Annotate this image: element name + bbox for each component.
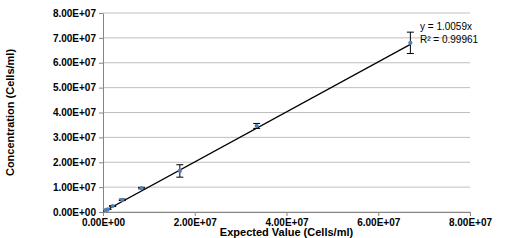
grid	[103, 13, 470, 212]
grid-line	[103, 13, 470, 14]
error-bar	[407, 32, 414, 53]
tick: 2.00E+07	[174, 212, 218, 228]
axis-line	[103, 14, 104, 213]
error-bar-cap	[407, 53, 414, 54]
tick-label: 4.00E+07	[53, 107, 97, 118]
tick: 6.00E+07	[53, 57, 103, 68]
tick: 1.00E+07	[53, 182, 103, 193]
tick-label: 7.00E+07	[53, 33, 97, 44]
tick-mark	[99, 212, 103, 213]
tick: 0.00E+00	[53, 207, 103, 218]
tick-label: 6.00E+07	[53, 57, 97, 68]
tick-label: 6.00E+07	[357, 217, 401, 228]
tick-label: 1.00E+07	[53, 182, 97, 193]
point	[111, 204, 115, 208]
y-axis: 0.00E+00 1.00E+07 2.00E+07 3.00E+07 4.00E+07…	[53, 8, 104, 218]
grid-line	[103, 87, 470, 88]
tick-mark	[99, 162, 103, 163]
tick: 8.00E+07	[53, 8, 103, 19]
point	[255, 124, 259, 128]
tick-mark	[99, 187, 103, 188]
points	[103, 41, 412, 212]
tick: 4.00E+07	[53, 107, 103, 118]
tick: 8.00E+07	[449, 212, 493, 228]
error-bar	[253, 123, 260, 128]
tick-label: 8.00E+07	[449, 217, 493, 228]
plot: 0.00E+00 2.00E+07 4.00E+07 6.00E+07 8.00E+07…	[53, 8, 493, 228]
chart: 0.00E+00 2.00E+07 4.00E+07 6.00E+07 8.00E+07…	[0, 0, 520, 238]
trendline	[103, 44, 410, 212]
tick-mark	[287, 212, 288, 216]
tick-mark	[103, 212, 104, 216]
tick: 5.00E+07	[53, 82, 103, 93]
tick-label: 8.00E+07	[53, 8, 97, 19]
grid-line	[103, 37, 470, 38]
error-bar-cap	[253, 128, 260, 129]
tick-label: 0.00E+00	[53, 207, 97, 218]
tick-label: 0.00E+00	[82, 217, 126, 228]
marks	[103, 32, 414, 212]
tick: 7.00E+07	[53, 33, 103, 44]
tick: 6.00E+07	[357, 212, 401, 228]
tick: 3.00E+07	[53, 132, 103, 143]
tick-label: 2.00E+07	[53, 157, 97, 168]
tick-mark	[99, 38, 103, 39]
annotation: R² = 0.99961	[420, 34, 479, 45]
tick-mark	[99, 13, 103, 14]
error-bar-cap	[407, 32, 414, 33]
error-bar-cap	[176, 164, 183, 165]
x-axis-title: Expected Value (Cells/ml)	[220, 226, 354, 238]
point	[120, 198, 124, 202]
tick-label: 2.00E+07	[174, 217, 218, 228]
tick-mark	[195, 212, 196, 216]
tick-mark	[470, 212, 471, 216]
point	[103, 209, 107, 212]
grid-line	[103, 62, 470, 63]
point	[139, 186, 143, 190]
point	[408, 41, 412, 45]
tick-mark	[378, 212, 379, 216]
grid-line	[103, 162, 470, 163]
error-bar-cap	[253, 123, 260, 124]
grid-line	[103, 137, 470, 138]
grid-line	[103, 187, 470, 188]
point	[178, 169, 182, 173]
tick-mark	[99, 63, 103, 64]
annotation: y = 1.0059x	[420, 21, 472, 32]
y-axis-title: Concentration (Cells/ml)	[4, 49, 16, 176]
tick-label: 5.00E+07	[53, 82, 97, 93]
tick-mark	[99, 88, 103, 89]
tick-mark	[99, 137, 103, 138]
error-bar-cap	[176, 177, 183, 178]
error-bar	[176, 165, 183, 177]
tick: 2.00E+07	[53, 157, 103, 168]
tick-label: 3.00E+07	[53, 132, 97, 143]
tick-mark	[99, 113, 103, 114]
error-bars	[103, 32, 414, 211]
